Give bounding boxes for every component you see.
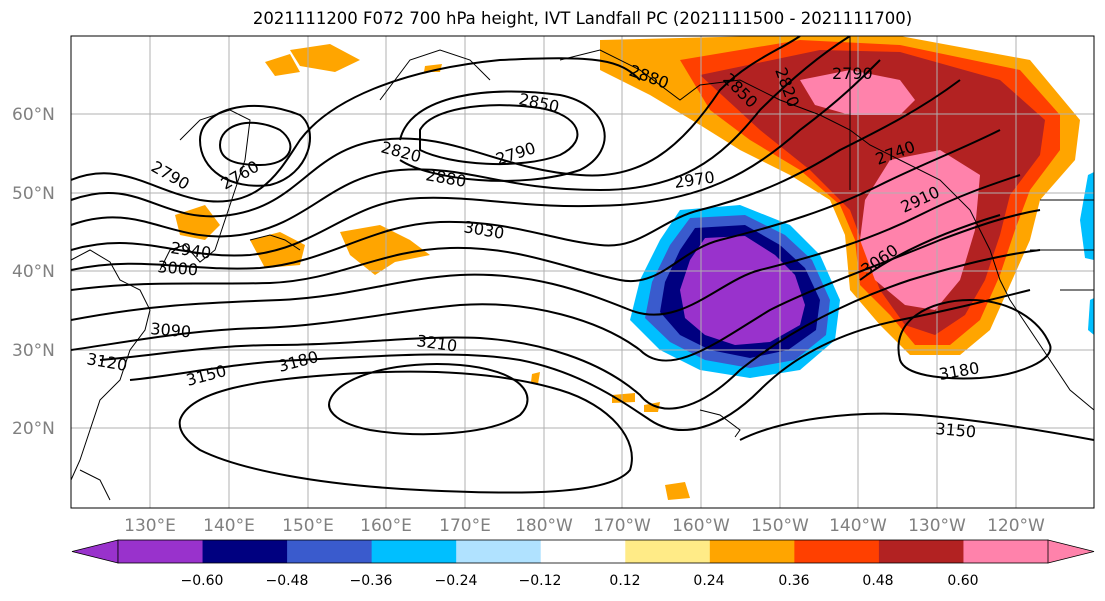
colorbar-tick-label: −0.60 — [181, 573, 224, 589]
map-title: 2021111200 F072 700 hPa height, IVT Land… — [252, 9, 913, 28]
colorbar — [71, 539, 1095, 564]
colorbar-segment — [540, 540, 626, 563]
colorbar-extend-min — [71, 539, 119, 564]
lon-label: 140°E — [203, 516, 255, 536]
colorbar-border — [117, 539, 1049, 564]
lat-label-60n: 60°N — [12, 105, 55, 125]
colorbar-tick-label: −0.48 — [266, 573, 309, 589]
contour-label: 3000 — [157, 257, 199, 279]
lon-label: 140°W — [829, 516, 887, 536]
colorbar-segment — [625, 540, 711, 563]
colorbar-tick-label: 0.60 — [947, 573, 978, 589]
lon-label: 160°E — [360, 516, 412, 536]
colorbar-tick-label: 0.24 — [693, 573, 724, 589]
contour-label: 3090 — [150, 319, 192, 341]
colorbar-segment — [794, 540, 880, 563]
colorbar-segment — [878, 540, 964, 563]
lon-label: 170°E — [439, 516, 491, 536]
contour-label: 3150 — [935, 419, 977, 441]
contour-label: 2790 — [832, 64, 873, 83]
colorbar-segment — [709, 540, 795, 563]
colorbar-tick-label: 0.48 — [862, 573, 893, 589]
lon-label: 180°W — [515, 516, 573, 536]
colorbar-tick-label: −0.24 — [435, 573, 478, 589]
lon-label: 130°W — [908, 516, 966, 536]
lon-label: 150°E — [282, 516, 334, 536]
lat-label-50n: 50°N — [12, 184, 55, 204]
lon-label: 120°W — [987, 516, 1045, 536]
colorbar-segment — [371, 540, 457, 563]
lon-label: 170°W — [593, 516, 651, 536]
colorbar-segment — [202, 540, 288, 563]
lat-label-30n: 30°N — [12, 341, 55, 361]
map-border — [70, 35, 1095, 509]
colorbar-tick-label: −0.36 — [350, 573, 393, 589]
colorbar-segment — [118, 540, 204, 563]
height-contours — [71, 36, 1094, 494]
lon-label: 150°W — [751, 516, 809, 536]
lat-label-20n: 20°N — [12, 419, 55, 439]
lat-label-40n: 40°N — [12, 262, 55, 282]
lon-label: 130°E — [124, 516, 176, 536]
longitude-labels: 130°E 140°E 150°E 160°E 170°E 180°W 170°… — [124, 516, 1045, 536]
colorbar-extend-max — [1047, 539, 1095, 564]
latitude-labels: 60°N 50°N 40°N 30°N 20°N — [12, 105, 55, 439]
colorbar-tick-label: −0.12 — [519, 573, 562, 589]
colorbar-segment — [456, 540, 542, 563]
colorbar-segment — [287, 540, 373, 563]
colorbar-tick-label: 0.36 — [778, 573, 809, 589]
colorbar-tick-label: 0.12 — [609, 573, 640, 589]
colorbar-segment — [963, 540, 1049, 563]
lon-label: 160°W — [672, 516, 730, 536]
colorbar-tick-labels: −0.60 −0.48 −0.36 −0.24 −0.12 0.12 0.24 … — [181, 573, 979, 589]
